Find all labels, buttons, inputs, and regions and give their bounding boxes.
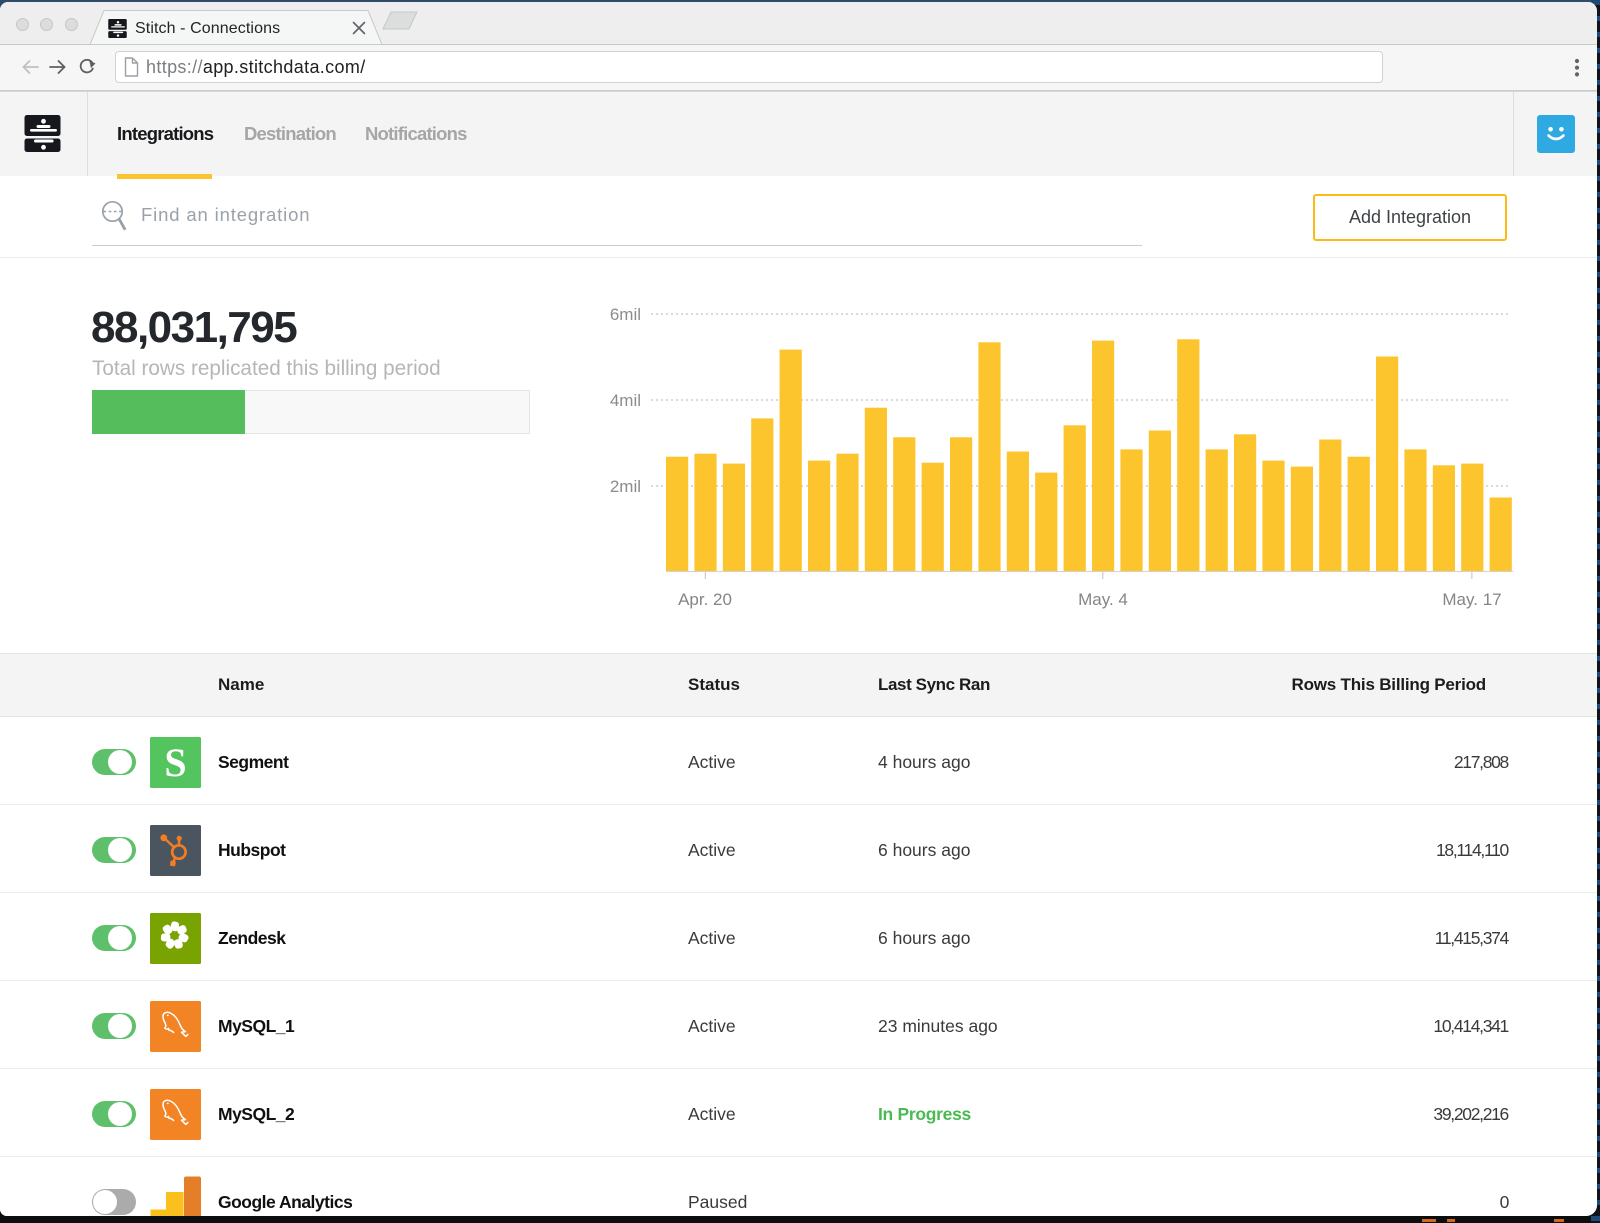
svg-text:May. 4: May. 4 xyxy=(1078,590,1128,609)
svg-text:4mil: 4mil xyxy=(610,391,641,410)
svg-text:May. 17: May. 17 xyxy=(1442,590,1501,609)
svg-text:2mil: 2mil xyxy=(610,477,641,496)
svg-text:6mil: 6mil xyxy=(610,305,641,324)
svg-text:Apr. 20: Apr. 20 xyxy=(678,590,732,609)
